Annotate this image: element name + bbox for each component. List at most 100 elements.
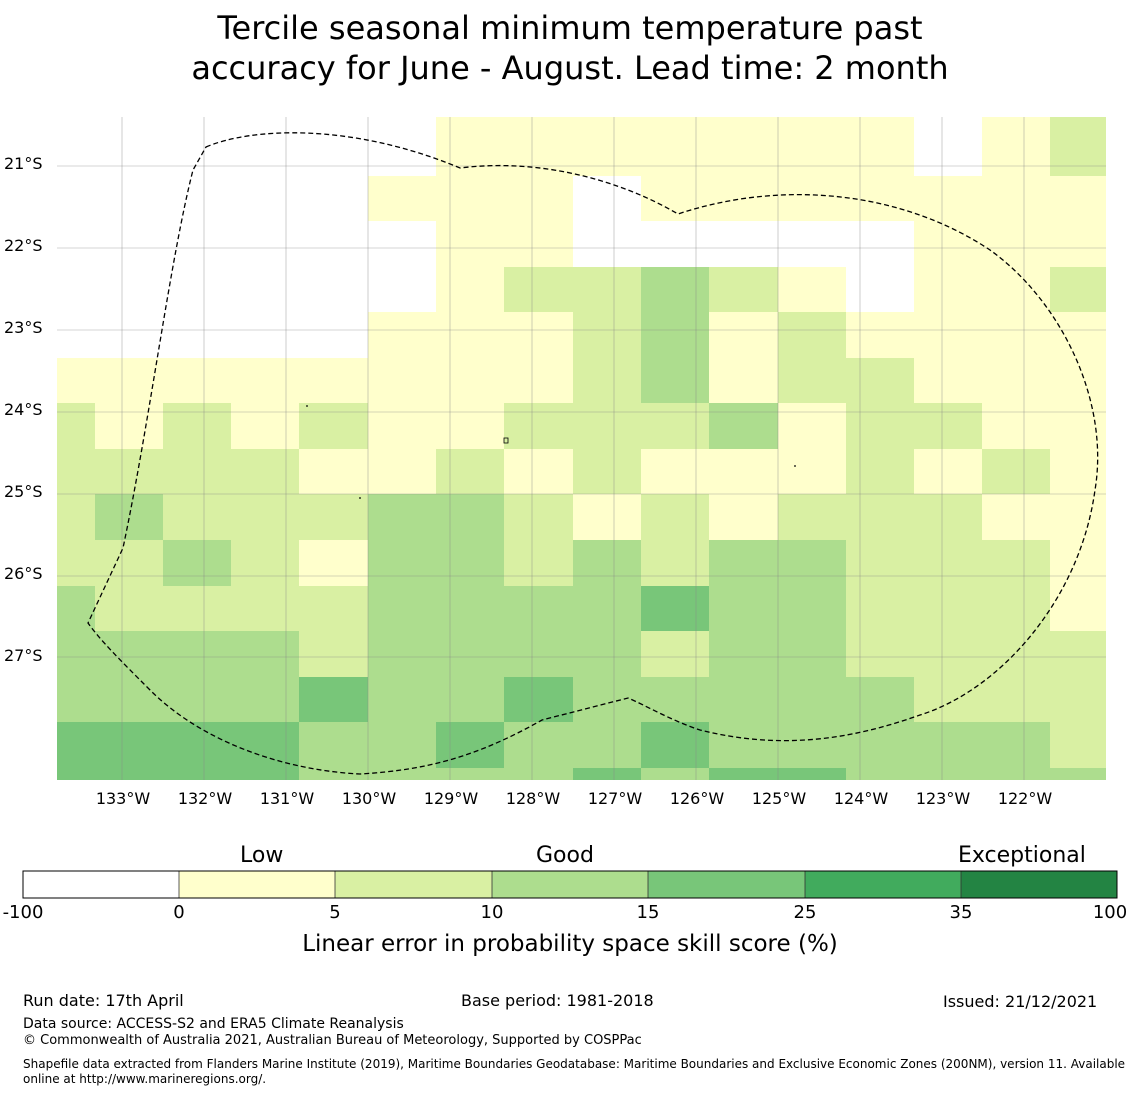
grid-cell: [436, 677, 504, 722]
colorbar-segment: [648, 871, 805, 898]
grid-cell: [368, 494, 436, 540]
grid-cell: [641, 494, 709, 540]
grid-cell: [95, 494, 163, 540]
grid-cell: [231, 540, 299, 586]
grid-cell: [641, 130, 709, 176]
grid-cell: [95, 768, 163, 780]
grid-cell: [778, 677, 846, 722]
grid-cell: [1050, 403, 1106, 449]
title-line-1: Tercile seasonal minimum temperature pas…: [217, 9, 923, 47]
grid-cell: [709, 722, 778, 768]
grid-cell: [504, 358, 573, 403]
lon-label-123w: 123°W: [915, 789, 971, 808]
lon-label-127w: 127°W: [587, 789, 643, 808]
lon-label-131w: 131°W: [259, 789, 315, 808]
lon-label-126w: 126°W: [669, 789, 725, 808]
colorbar-tick: 35: [949, 902, 973, 923]
island-marker: [306, 405, 308, 407]
grid-cell: [231, 768, 299, 780]
grid-cell: [231, 631, 299, 677]
grid-cell: [95, 403, 163, 449]
grid-cell: [709, 267, 778, 312]
grid-cell: [299, 631, 368, 677]
lon-label-125w: 125°W: [751, 789, 807, 808]
grid-cell: [709, 130, 778, 176]
lon-label-122w: 122°W: [997, 789, 1053, 808]
grid-cell: [299, 722, 368, 768]
grid-cell: [368, 221, 436, 267]
grid-cell: [299, 768, 368, 780]
grid-cell: [914, 312, 982, 358]
grid-cell: [436, 449, 504, 494]
colorbar-tick: 100: [1092, 902, 1128, 923]
grid-cell: [368, 117, 436, 130]
grid-cell: [504, 221, 573, 267]
grid-cell: [95, 449, 163, 494]
grid-cell: [57, 768, 95, 780]
grid-cell: [641, 722, 709, 768]
title-line-2: accuracy for June - August. Lead time: 2…: [191, 49, 949, 87]
grid-cell: [231, 586, 299, 631]
grid-cell: [231, 403, 299, 449]
colorbar-tick: 5: [329, 902, 341, 923]
grid-cell: [982, 176, 1050, 221]
colorbar-segment: [492, 871, 648, 898]
grid-cell: [1050, 586, 1106, 631]
grid-cell: [163, 449, 231, 494]
lat-label-27s: 27°S: [4, 646, 43, 665]
grid-cell: [299, 540, 368, 586]
colorbar-segment: [179, 871, 335, 898]
grid-cell: [95, 586, 163, 631]
grid-cell: [778, 130, 846, 176]
colorbar-segment: [23, 871, 179, 898]
grid-cell: [299, 586, 368, 631]
colorbar-tick: 25: [793, 902, 817, 923]
grid-cell: [504, 403, 573, 449]
grid-cell: [436, 403, 504, 449]
grid-cell: [914, 494, 982, 540]
lon-label-129w: 129°W: [423, 789, 479, 808]
data-source: Data source: ACCESS-S2 and ERA5 Climate …: [23, 1016, 404, 1032]
lat-label-26s: 26°S: [4, 564, 43, 583]
grid-cell: [1050, 494, 1106, 540]
lon-label-133w: 133°W: [95, 789, 151, 808]
grid-cell: [778, 312, 846, 358]
grid-cell: [846, 586, 914, 631]
grid-cell: [709, 540, 778, 586]
lat-label-21s: 21°S: [4, 154, 43, 173]
grid-cell: [299, 449, 368, 494]
grid-cell: [778, 267, 846, 312]
grid-cell: [368, 312, 436, 358]
colorbar-segment: [961, 871, 1117, 898]
grid-cell: [299, 677, 368, 722]
grid-cell: [641, 117, 709, 130]
grid-cell: [1050, 540, 1106, 586]
grid-cell: [368, 768, 436, 780]
grid-cell: [57, 494, 95, 540]
chart-title: Tercile seasonal minimum temperature pas…: [0, 8, 1140, 88]
grid-cell: [573, 403, 641, 449]
grid-cell: [641, 403, 709, 449]
grid-cell: [778, 176, 846, 221]
grid-cell: [846, 312, 914, 358]
grid-cell: [982, 312, 1050, 358]
grid-cell: [95, 631, 163, 677]
grid-cell: [504, 312, 573, 358]
grid-cell: [95, 677, 163, 722]
grid-cell: [914, 267, 982, 312]
lat-label-23s: 23°S: [4, 318, 43, 337]
grid-cell: [299, 403, 368, 449]
grid-cell: [778, 117, 846, 130]
colorbar-category-good: Good: [536, 843, 594, 868]
grid-cell: [368, 631, 436, 677]
grid-cell: [573, 722, 641, 768]
grid-cell: [504, 117, 573, 130]
grid-cell: [982, 221, 1050, 267]
grid-cell: [436, 586, 504, 631]
grid-cell: [778, 631, 846, 677]
grid-cell: [504, 267, 573, 312]
grid-cell: [436, 267, 504, 312]
grid-cell: [163, 358, 231, 403]
grid-cell: [914, 449, 982, 494]
grid-cell: [709, 494, 778, 540]
